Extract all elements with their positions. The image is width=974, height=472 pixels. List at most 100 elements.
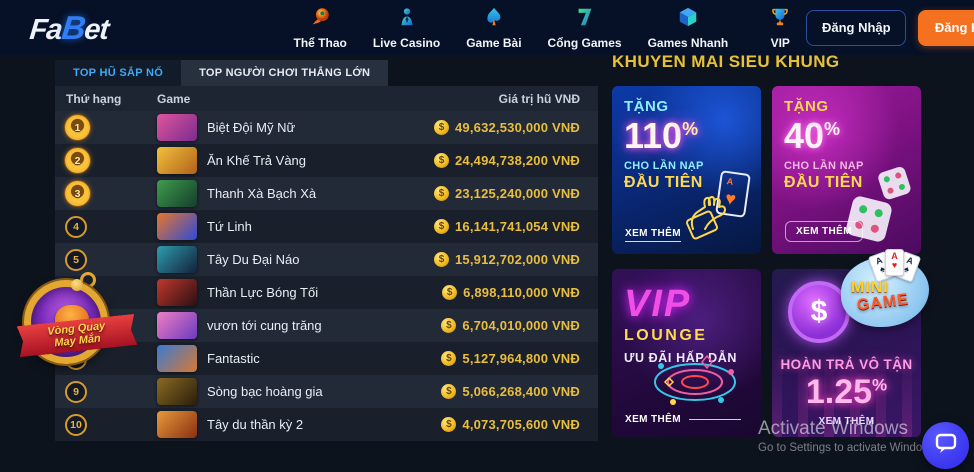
table-row[interactable]: 9 Sòng bạc hoàng gia $ 5,066,268,400 VNĐ	[55, 375, 598, 408]
table-row[interactable]: 5 Tây Du Đại Náo $ 15,912,702,000 VNĐ	[55, 243, 598, 276]
promo-line: HOÀN TRẢ VÔ TẬN	[780, 357, 913, 372]
promo-card-110-percent[interactable]: TẶNG 110% CHO LẦN NẠP ĐẦU TIÊN A ♥ XEM T…	[612, 86, 761, 254]
rank-cell: 3	[55, 181, 157, 206]
rank-badge-icon: 5	[65, 248, 87, 271]
promo-card-mini-game[interactable]: $ A ♠ A ♥ A ♠ MINI GAME HOÀN TRẢ VÔ TẬN 1.2…	[772, 249, 929, 437]
jackpot-value: 5,066,268,400 VNĐ	[462, 384, 580, 399]
promo-card-40-percent[interactable]: TẶNG 40% CHO LẦN NẠP ĐẦU TIÊN	[772, 86, 921, 254]
rank-badge-icon: 2	[65, 148, 90, 173]
xem-them-link[interactable]: XEM THÊM	[818, 416, 875, 427]
rank-cell: 4	[55, 215, 157, 238]
nav-item-cong-games[interactable]: Cổng Games	[548, 6, 622, 50]
game-thumbnail	[157, 246, 197, 273]
column-header-rank: Thứ hạng	[66, 91, 122, 106]
jackpot-value: 23,125,240,000 VNĐ	[454, 186, 580, 201]
jackpot-value-cell: $ 24,494,738,200 VNĐ	[433, 153, 598, 168]
game-name: Fantastic	[207, 351, 260, 366]
promo-tag: TẶNG	[784, 98, 829, 115]
live-chat-button[interactable]	[922, 422, 969, 469]
rank-badge-icon: 1	[65, 115, 90, 140]
rank-badge-icon: 10	[65, 413, 87, 436]
promotions-section: KHUYẾN MÃI SIÊU KHỦNG TẶNG 110% CHO LẦN …	[612, 52, 929, 437]
promo-line2: ĐẦU TIÊN	[624, 174, 703, 191]
table-row[interactable]: 7 vươn tới cung trăng $ 6,704,010,000 VN…	[55, 309, 598, 342]
rank-cell: 9	[55, 380, 157, 403]
game-thumbnail	[157, 213, 197, 240]
rank-number: 5	[73, 253, 79, 266]
watermark-line2: Go to Settings to activate Windows.	[758, 442, 940, 454]
table-row[interactable]: 10 Tây du thần kỳ 2 $ 4,073,705,600 VNĐ	[55, 408, 598, 441]
leaderboard-tabs: TOP HŨ SẮP NỔ TOP NGƯỜI CHƠI THẮNG LỚN	[55, 60, 598, 86]
trophy-icon	[769, 6, 791, 33]
game-name: Biệt Đội Mỹ Nữ	[207, 120, 296, 135]
column-header-game: Game	[157, 91, 191, 106]
rank-number: 3	[74, 187, 81, 200]
table-row[interactable]: 1 Biệt Đội Mỹ Nữ $ 49,632,530,000 VNĐ	[55, 111, 598, 144]
neon-roulette-icon	[647, 352, 743, 415]
rank-cell: 1	[55, 115, 157, 140]
jackpot-value: 24,494,738,200 VNĐ	[454, 153, 580, 168]
tab-top-hu-sap-no[interactable]: TOP HŨ SẮP NỔ	[55, 60, 182, 86]
nav-item-game-bai[interactable]: Game Bài	[466, 6, 522, 50]
lucky-wheel-widget[interactable]: Vòng Quay May Mắn	[18, 272, 136, 380]
rank-cell: 2	[55, 148, 157, 173]
table-row[interactable]: 8 Fantastic $ 5,127,964,800 VNĐ	[55, 342, 598, 375]
game-thumbnail	[157, 279, 197, 306]
table-row[interactable]: 6 Thần Lực Bóng Tối $ 6,898,110,000 VNĐ	[55, 276, 598, 309]
xem-them-link[interactable]: XEM THÊM	[625, 228, 681, 242]
cube-icon	[677, 6, 699, 33]
coin-icon: $	[433, 120, 449, 135]
jackpot-value-cell: $ 5,127,964,800 VNĐ	[441, 351, 598, 366]
vip-title: VIP	[624, 283, 692, 325]
coin-icon: $	[441, 417, 457, 432]
seven-icon	[574, 6, 596, 33]
xem-them-link[interactable]: XEM THÊM	[785, 221, 863, 242]
table-row[interactable]: 3 Thanh Xà Bạch Xà $ 23,125,240,000 VNĐ	[55, 177, 598, 210]
leaderboard-body: 1 Biệt Đội Mỹ Nữ $ 49,632,530,000 VNĐ 2 …	[55, 111, 598, 441]
rank-number: 4	[73, 220, 79, 233]
nav-item-the-thao[interactable]: Thể Thao	[293, 6, 347, 50]
promo-card-vip-lounge[interactable]: VIP LOUNGE ƯU ĐÃI HẤP DẪN XEM THÊM	[612, 269, 761, 437]
xem-them-link[interactable]: XEM THÊM	[625, 414, 741, 425]
rank-cell: 10	[55, 413, 157, 436]
jackpot-value-cell: $ 15,912,702,000 VNĐ	[433, 252, 598, 267]
table-row[interactable]: 2 Ăn Khế Trả Vàng $ 24,494,738,200 VNĐ	[55, 144, 598, 177]
promo-line2: ĐẦU TIÊN	[784, 174, 863, 191]
nav-item-vip[interactable]: VIP	[754, 6, 806, 50]
jackpot-value-cell: $ 16,141,741,054 VNĐ	[433, 219, 598, 234]
rank-badge-icon: 9	[65, 380, 87, 403]
tab-top-nguoi-choi-thang-lon[interactable]: TOP NGƯỜI CHƠI THẮNG LỚN	[181, 60, 389, 86]
table-row[interactable]: 4 Tứ Linh $ 16,141,741,054 VNĐ	[55, 210, 598, 243]
dealer-icon	[396, 6, 418, 33]
game-thumbnail	[157, 147, 197, 174]
jackpot-value-cell: $ 4,073,705,600 VNĐ	[441, 417, 598, 432]
mini-game-badge: A ♠ A ♥ A ♠ MINI GAME	[837, 249, 929, 331]
svg-text:A: A	[726, 176, 734, 187]
game-thumbnail	[157, 114, 197, 141]
nav-label: Live Casino	[372, 35, 441, 50]
nav-item-live-casino[interactable]: Live Casino	[373, 6, 440, 50]
logo-text: et	[82, 13, 110, 46]
promo-grid: TẶNG 110% CHO LẦN NẠP ĐẦU TIÊN A ♥ XEM T…	[612, 86, 929, 437]
rank-number: 2	[74, 154, 81, 167]
nav-item-games-nhanh[interactable]: Games Nhanh	[648, 6, 728, 50]
coin-icon: $	[442, 285, 458, 300]
login-button[interactable]: Đăng Nhập	[806, 9, 907, 46]
jackpot-value: 49,632,530,000 VNĐ	[454, 120, 580, 135]
promo-headline: 110%	[624, 115, 699, 156]
rank-badge-icon: 3	[65, 181, 90, 206]
jackpot-value-cell: $ 49,632,530,000 VNĐ	[433, 120, 598, 135]
promo-line1: CHO LẦN NẠP	[624, 160, 704, 172]
coin-icon: $	[433, 219, 449, 234]
nav-menu: Thể Thao Live Casino	[293, 6, 806, 50]
register-button[interactable]: Đăng Ký	[918, 9, 974, 46]
game-thumbnail	[157, 378, 197, 405]
nav-label: Thể Thao	[293, 35, 347, 50]
vip-subtitle: LOUNGE	[624, 327, 708, 344]
table-header: Thứ hạng Game Giá trị hũ VNĐ	[55, 86, 598, 111]
jackpot-value-cell: $ 23,125,240,000 VNĐ	[433, 186, 598, 201]
game-name: Tây Du Đại Náo	[207, 252, 300, 267]
logo-text: Fa	[28, 13, 64, 46]
svg-text:♥: ♥	[724, 188, 737, 209]
